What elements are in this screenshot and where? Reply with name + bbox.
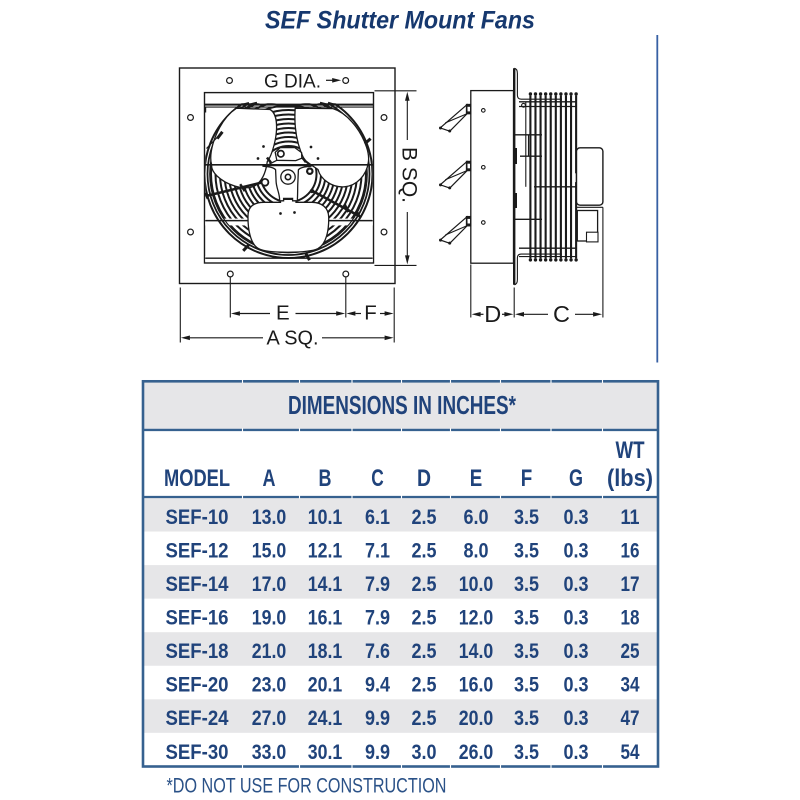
svg-text:SEF-10: SEF-10 xyxy=(166,505,229,529)
svg-text:11: 11 xyxy=(621,505,640,529)
svg-text:0.3: 0.3 xyxy=(564,572,589,596)
svg-text:0.3: 0.3 xyxy=(564,606,589,630)
svg-text:33.0: 33.0 xyxy=(252,740,287,764)
svg-text:17.0: 17.0 xyxy=(252,572,287,596)
svg-text:20.0: 20.0 xyxy=(459,706,494,730)
svg-text:C: C xyxy=(371,465,384,492)
svg-text:0.3: 0.3 xyxy=(564,639,589,663)
svg-text:16.0: 16.0 xyxy=(459,673,494,697)
svg-text:16.1: 16.1 xyxy=(308,606,343,630)
svg-text:10.0: 10.0 xyxy=(459,572,494,596)
svg-text:B SQ.: B SQ. xyxy=(398,147,421,203)
svg-text:E: E xyxy=(276,302,290,325)
svg-text:47: 47 xyxy=(621,706,640,730)
svg-text:23.0: 23.0 xyxy=(252,673,287,697)
svg-text:18: 18 xyxy=(621,606,640,630)
svg-text:SEF-12: SEF-12 xyxy=(166,538,229,562)
svg-text:9.9: 9.9 xyxy=(365,706,390,730)
svg-text:14.0: 14.0 xyxy=(459,639,494,663)
svg-text:A: A xyxy=(263,465,276,492)
svg-text:F: F xyxy=(521,465,533,492)
svg-text:2.5: 2.5 xyxy=(412,572,437,596)
svg-text:30.1: 30.1 xyxy=(308,740,343,764)
svg-text:D: D xyxy=(417,465,431,492)
svg-text:3.5: 3.5 xyxy=(514,538,539,562)
svg-text:2.5: 2.5 xyxy=(412,538,437,562)
svg-text:SEF-30: SEF-30 xyxy=(166,740,229,764)
svg-text:C: C xyxy=(553,301,570,327)
svg-text:3.0: 3.0 xyxy=(412,740,437,764)
svg-text:SEF Shutter Mount Fans: SEF Shutter Mount Fans xyxy=(265,7,535,35)
svg-text:7.9: 7.9 xyxy=(365,606,390,630)
svg-text:2.5: 2.5 xyxy=(412,673,437,697)
svg-text:17: 17 xyxy=(621,572,640,596)
svg-text:20.1: 20.1 xyxy=(308,673,343,697)
svg-text:7.1: 7.1 xyxy=(365,538,390,562)
svg-text:F: F xyxy=(364,302,377,325)
svg-text:9.4: 9.4 xyxy=(365,673,390,697)
svg-text:3.5: 3.5 xyxy=(514,639,539,663)
svg-text:SEF-20: SEF-20 xyxy=(166,673,229,697)
svg-text:0.3: 0.3 xyxy=(564,505,589,529)
svg-text:E: E xyxy=(470,465,483,492)
svg-text:0.3: 0.3 xyxy=(564,706,589,730)
svg-text:A SQ.: A SQ. xyxy=(267,327,319,350)
svg-text:15.0: 15.0 xyxy=(252,538,287,562)
svg-text:G: G xyxy=(569,465,583,492)
svg-text:26.0: 26.0 xyxy=(459,740,494,764)
svg-text:8.0: 8.0 xyxy=(464,538,489,562)
svg-text:WT: WT xyxy=(616,437,645,464)
svg-text:2.5: 2.5 xyxy=(412,606,437,630)
svg-text:25: 25 xyxy=(621,639,640,663)
svg-text:6.0: 6.0 xyxy=(464,505,489,529)
svg-text:12.0: 12.0 xyxy=(459,606,494,630)
svg-text:3.5: 3.5 xyxy=(514,505,539,529)
svg-text:0.3: 0.3 xyxy=(564,740,589,764)
svg-text:MODEL: MODEL xyxy=(164,465,230,492)
svg-text:G DIA.: G DIA. xyxy=(264,71,321,93)
svg-text:21.0: 21.0 xyxy=(252,639,287,663)
svg-text:7.9: 7.9 xyxy=(365,572,390,596)
svg-text:3.5: 3.5 xyxy=(514,740,539,764)
svg-text:27.0: 27.0 xyxy=(252,706,287,730)
svg-text:3.5: 3.5 xyxy=(514,606,539,630)
svg-text:13.0: 13.0 xyxy=(252,505,287,529)
svg-text:0.3: 0.3 xyxy=(564,673,589,697)
svg-text:2.5: 2.5 xyxy=(412,505,437,529)
svg-text:DIMENSIONS IN INCHES*: DIMENSIONS IN INCHES* xyxy=(288,390,517,420)
svg-text:SEF-14: SEF-14 xyxy=(166,572,229,596)
svg-text:14.1: 14.1 xyxy=(308,572,343,596)
svg-text:D: D xyxy=(484,301,501,327)
svg-text:18.1: 18.1 xyxy=(308,639,343,663)
svg-text:3.5: 3.5 xyxy=(514,673,539,697)
svg-text:3.5: 3.5 xyxy=(514,706,539,730)
svg-text:19.0: 19.0 xyxy=(252,606,287,630)
svg-text:9.9: 9.9 xyxy=(365,740,390,764)
svg-text:SEF-16: SEF-16 xyxy=(166,606,229,630)
svg-text:3.5: 3.5 xyxy=(514,572,539,596)
svg-text:SEF-24: SEF-24 xyxy=(166,706,229,730)
svg-text:B: B xyxy=(319,465,332,492)
svg-text:54: 54 xyxy=(621,740,640,764)
svg-text:2.5: 2.5 xyxy=(412,706,437,730)
svg-text:2.5: 2.5 xyxy=(412,639,437,663)
svg-text:6.1: 6.1 xyxy=(365,505,390,529)
svg-text:7.6: 7.6 xyxy=(365,639,390,663)
svg-text:(lbs): (lbs) xyxy=(607,465,653,492)
svg-text:*DO NOT USE FOR CONSTRUCTION: *DO NOT USE FOR CONSTRUCTION xyxy=(167,774,447,798)
svg-text:0.3: 0.3 xyxy=(564,538,589,562)
svg-text:12.1: 12.1 xyxy=(308,538,343,562)
svg-text:SEF-18: SEF-18 xyxy=(166,639,229,663)
svg-text:10.1: 10.1 xyxy=(308,505,343,529)
svg-text:34: 34 xyxy=(621,673,640,697)
svg-text:16: 16 xyxy=(621,538,640,562)
svg-text:24.1: 24.1 xyxy=(308,706,343,730)
